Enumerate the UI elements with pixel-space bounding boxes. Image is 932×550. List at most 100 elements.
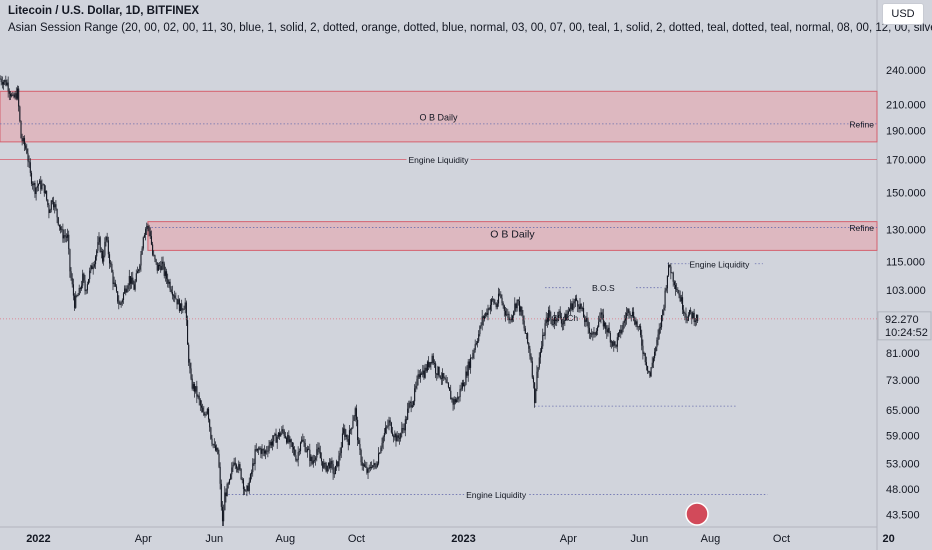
candle-body (284, 435, 286, 438)
candle-body (0, 78, 2, 83)
candle-body (649, 372, 651, 377)
candle-body (120, 302, 122, 305)
candle-body (203, 412, 205, 416)
candle-body (669, 264, 671, 267)
candle-body (141, 248, 143, 255)
candle-body (496, 303, 498, 308)
candle-body (279, 432, 281, 437)
candle-body (457, 396, 459, 400)
x-tick-label: 2022 (26, 533, 50, 545)
indicator-legend[interactable]: Asian Session Range (20, 00, 02, 00, 11,… (8, 22, 932, 34)
candle-body (378, 453, 380, 464)
candle-body (255, 449, 257, 451)
candle-body (129, 276, 132, 284)
currency-button[interactable]: USD (882, 3, 924, 25)
candle-body (664, 290, 666, 308)
candle-body (527, 333, 529, 343)
candle-body (464, 384, 466, 387)
candle-body (330, 460, 332, 469)
candle-body (647, 365, 649, 371)
candle-body (431, 355, 433, 364)
candle-body (85, 290, 87, 292)
candle-body (586, 317, 588, 322)
candle-body (348, 430, 351, 445)
candle-body (383, 432, 385, 437)
candle-body (494, 303, 496, 304)
ob-zone-label-0: O B Daily (419, 112, 458, 122)
candle-body (223, 510, 225, 522)
candle-body (323, 462, 325, 468)
candle-body (18, 88, 20, 107)
y-tick-label: 130.000 (886, 225, 926, 237)
candle-body (534, 382, 536, 403)
candle-body (589, 333, 592, 334)
candle-body (150, 236, 153, 245)
candle-body (542, 334, 544, 347)
candle-body (362, 464, 364, 466)
candle-body (510, 318, 512, 321)
candle-body (318, 447, 320, 453)
candle-body (437, 366, 439, 375)
candle-body (265, 450, 267, 454)
candle-body (428, 361, 430, 368)
candle-body (48, 204, 50, 214)
candle-body (49, 209, 51, 214)
candle-body (11, 94, 13, 97)
candle-body (488, 308, 490, 310)
candle-body (258, 448, 260, 450)
candle-body (501, 297, 503, 303)
candle-body (516, 299, 518, 309)
candle-body (619, 329, 621, 334)
candle-body (644, 353, 646, 363)
candle-body (14, 93, 16, 98)
candle-body (665, 288, 667, 291)
candle-body (207, 408, 210, 420)
candle-body (353, 416, 355, 421)
candle-body (325, 463, 327, 472)
candle-body (532, 377, 535, 383)
candle-body (35, 187, 37, 194)
candle-body (463, 382, 465, 387)
candle-body (104, 241, 106, 256)
candle-body (189, 362, 191, 369)
candle-body (492, 299, 494, 300)
candle-body (1, 82, 3, 85)
candle-body (573, 301, 575, 304)
candle-body (623, 320, 625, 323)
candle-body (652, 358, 654, 363)
candle-body (218, 453, 220, 467)
candle-body (256, 448, 258, 451)
candle-body (621, 329, 623, 334)
candle-body (47, 199, 49, 205)
candle-body (545, 317, 547, 324)
level-label-bg-6 (464, 488, 529, 501)
candle-body (450, 390, 452, 400)
y-tick-label: 210.000 (886, 100, 926, 112)
candle-body (417, 374, 419, 380)
candle-body (419, 373, 422, 378)
candle-body (317, 447, 319, 450)
candle-body (490, 299, 493, 305)
candle-body (128, 276, 130, 286)
candle-body (82, 273, 84, 286)
candle-body (181, 303, 183, 311)
candle-body (486, 312, 488, 315)
candle-body (68, 234, 70, 250)
candle-body (499, 293, 501, 295)
candle-body (684, 313, 686, 315)
candle-body (694, 320, 696, 322)
candle-body (439, 376, 441, 379)
x-tick-label: Apr (560, 533, 577, 545)
candle-body (63, 235, 65, 239)
candle-body (297, 452, 299, 460)
candle-body (312, 460, 314, 464)
candle-body (110, 263, 112, 265)
candle-body (259, 448, 261, 450)
candle-body (535, 389, 537, 403)
candle-body (371, 467, 373, 469)
candle-body (161, 261, 163, 270)
candle-body (683, 309, 685, 314)
candle-body (566, 313, 568, 321)
candle-body (43, 184, 45, 194)
